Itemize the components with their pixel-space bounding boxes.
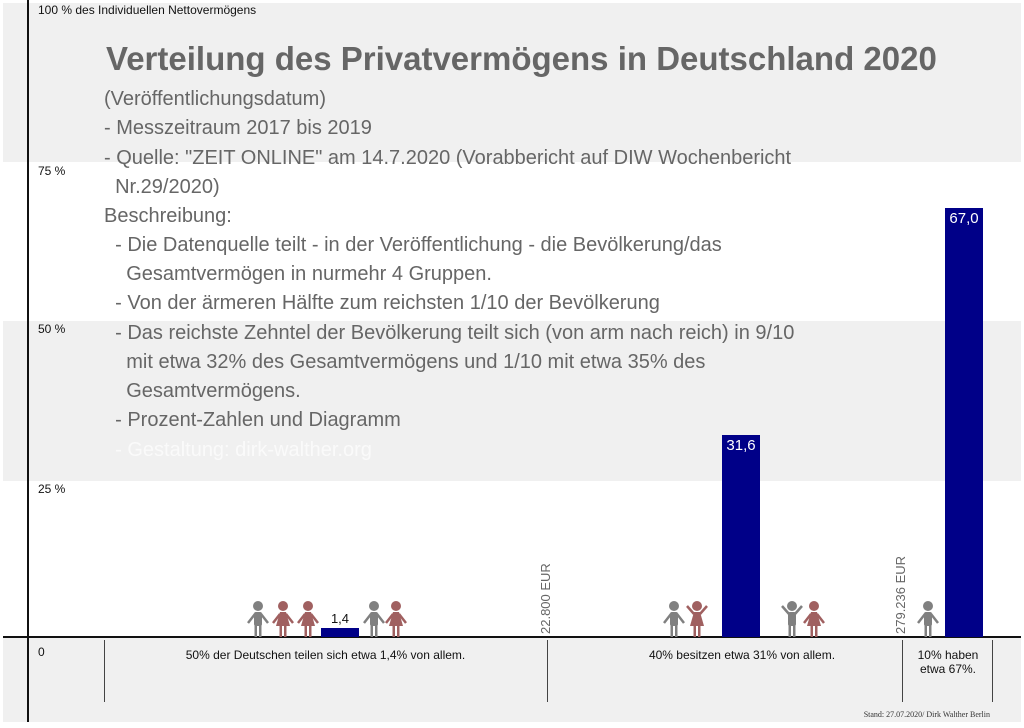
male-figure-icon (781, 601, 803, 637)
category-label-1: 50% der Deutschen teilen sich etwa 1,4% … (185, 648, 466, 662)
chart-title: Verteilung des Privatvermögens in Deutsc… (106, 40, 937, 77)
description-line: - Gestaltung: dirk-walther.org (104, 439, 372, 461)
female-figure-icon (297, 601, 319, 637)
description-line: - Die Datenquelle teilt - in der Veröffe… (104, 234, 722, 256)
description-line: Beschreibung: (104, 205, 232, 227)
bar-value-label-3: 67,0 (949, 210, 979, 228)
band-top (3, 3, 1021, 162)
bar-value-label-2: 31,6 (726, 436, 756, 454)
band-middle (3, 321, 1021, 481)
female-figure-icon (803, 601, 825, 637)
description-line: - Das reichste Zehntel der Bevölkerung t… (104, 322, 795, 344)
female-figure-icon (686, 601, 708, 637)
description-line: mit etwa 32% des Gesamtvermögens und 1/1… (104, 351, 706, 373)
separator-3 (902, 640, 903, 702)
male-figure-icon (247, 601, 269, 637)
description-line: - Prozent-Zahlen und Diagramm (104, 409, 401, 431)
y-axis (27, 0, 29, 722)
description-line: (Veröffentlichungsdatum) (104, 88, 326, 110)
y-tick-25: 25 % (38, 482, 66, 496)
band-bottom (3, 638, 1021, 722)
threshold-label-2: 279.236 EUR (893, 555, 908, 634)
bar-3 (945, 208, 983, 637)
y-tick-0: 0 (38, 645, 45, 659)
y-axis-label: 100 % des Individuellen Nettovermögens (38, 3, 257, 17)
male-figure-icon (363, 601, 385, 637)
male-figure-icon (663, 601, 685, 637)
male-figure-icon (917, 601, 939, 637)
bar-1 (321, 628, 359, 637)
description-line: - Von der ärmeren Hälfte zum reichsten 1… (104, 292, 660, 314)
separator-1 (104, 640, 105, 702)
bar-2 (722, 434, 760, 637)
female-figure-icon (272, 601, 294, 637)
category-label-3: 10% haben etwa 67%. (917, 648, 979, 676)
separator-2 (547, 640, 548, 702)
y-tick-50: 50 % (38, 322, 66, 336)
threshold-label-1: 22.800 EUR (538, 563, 553, 634)
bar-value-label-1: 1,4 (330, 611, 350, 627)
description-line: Gesamtvermögen in nurmehr 4 Gruppen. (104, 263, 492, 285)
y-tick-75: 75 % (38, 164, 66, 178)
category-label-2: 40% besitzen etwa 31% von allem. (648, 648, 836, 662)
x-axis (3, 636, 1021, 638)
female-figure-icon (385, 601, 407, 637)
description-line: Nr.29/2020) (104, 176, 220, 198)
footer-credit: Stand: 27.07.2020/ Dirk Walther Berlin (863, 710, 990, 719)
description-line: - Quelle: "ZEIT ONLINE" am 14.7.2020 (Vo… (104, 147, 792, 169)
separator-4 (992, 640, 993, 702)
description-line: Gesamtvermögens. (104, 380, 301, 402)
description-line: - Messzeitraum 2017 bis 2019 (104, 117, 372, 139)
